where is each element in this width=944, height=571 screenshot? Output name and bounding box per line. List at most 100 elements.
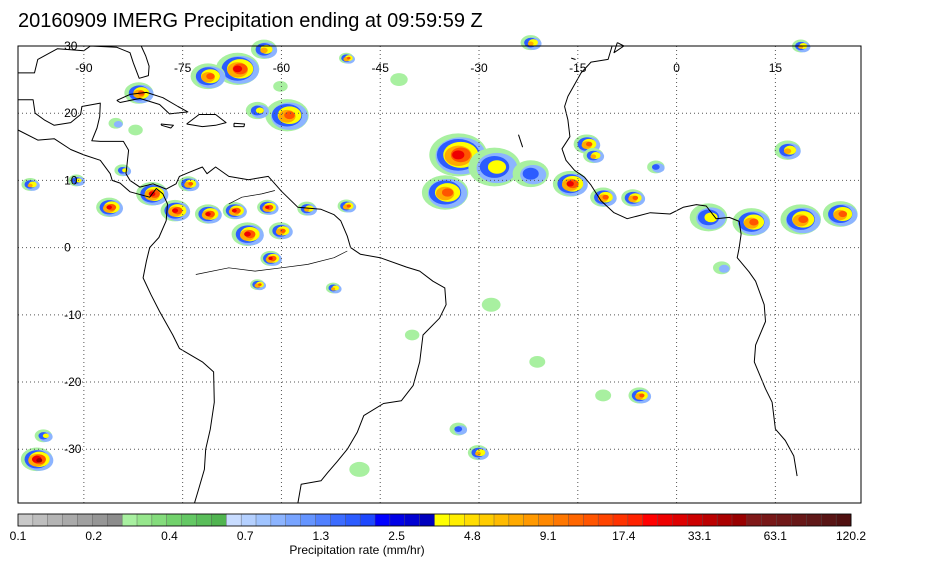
precip-cell bbox=[128, 124, 143, 136]
precip-cell bbox=[160, 199, 191, 222]
precip-cell bbox=[337, 199, 357, 213]
colorbar-swatch bbox=[776, 513, 793, 527]
precip-contour bbox=[586, 141, 593, 147]
colorbar-tick-label: 0.7 bbox=[237, 529, 254, 543]
precip-contour bbox=[718, 264, 730, 273]
precip-cell bbox=[689, 203, 728, 232]
colorbar-swatch bbox=[731, 513, 748, 527]
precip-cell bbox=[404, 329, 420, 341]
precip-contour bbox=[106, 205, 112, 210]
precip-cell bbox=[732, 208, 771, 237]
colorbar-swatch bbox=[553, 513, 569, 527]
colorbar-swatch bbox=[627, 513, 644, 527]
colorbar-swatch bbox=[374, 513, 391, 527]
precip-contour bbox=[273, 80, 288, 92]
colorbar-swatch bbox=[345, 513, 361, 527]
precip-contour bbox=[280, 228, 286, 233]
precip-cell bbox=[583, 148, 605, 164]
latitude-label: -20 bbox=[64, 375, 82, 389]
precip-cell bbox=[429, 133, 488, 177]
colorbar-swatch bbox=[404, 513, 421, 527]
precip-contour bbox=[487, 160, 507, 174]
longitude-label: 15 bbox=[769, 61, 783, 75]
colorbar-title: Precipitation rate (mm/hr) bbox=[289, 543, 424, 557]
precip-cell bbox=[96, 197, 124, 217]
precip-cell bbox=[780, 204, 822, 235]
colorbar-tick-label: 120.2 bbox=[836, 529, 866, 543]
precip-cell bbox=[621, 189, 646, 207]
coastline bbox=[18, 45, 150, 79]
colorbar-tick-label: 0.1 bbox=[10, 529, 27, 543]
longitude-label: -15 bbox=[569, 61, 587, 75]
coastline bbox=[186, 114, 227, 128]
colorbar-swatch bbox=[419, 513, 436, 527]
precip-cell bbox=[349, 461, 370, 477]
precip-cell bbox=[215, 52, 260, 85]
colorbar-swatch bbox=[687, 513, 703, 527]
precip-cell bbox=[590, 187, 617, 207]
latitude-label: 0 bbox=[64, 241, 71, 255]
colorbar-swatch bbox=[597, 513, 614, 527]
precip-contour bbox=[639, 393, 645, 398]
colorbar-swatch bbox=[702, 513, 718, 527]
precip-cell bbox=[481, 297, 501, 312]
precip-contour bbox=[749, 218, 759, 226]
precip-contour bbox=[42, 433, 49, 439]
latitude-label: -10 bbox=[64, 308, 82, 322]
precip-contour bbox=[590, 154, 597, 159]
precip-cell bbox=[20, 447, 54, 472]
colorbar-swatch bbox=[835, 513, 852, 527]
colorbar-swatch bbox=[17, 513, 34, 527]
precip-cell bbox=[68, 174, 86, 187]
longitude-label: -30 bbox=[470, 61, 488, 75]
precip-contour bbox=[527, 41, 534, 46]
colorbar-swatch bbox=[166, 513, 183, 527]
precip-contour bbox=[172, 208, 179, 213]
precip-cell bbox=[468, 147, 521, 187]
precip-cell bbox=[390, 73, 408, 87]
precip-cell bbox=[34, 429, 53, 443]
precip-contour bbox=[404, 329, 420, 341]
colorbar-swatch bbox=[493, 513, 510, 527]
colorbar-swatch bbox=[642, 513, 659, 527]
precip-contour bbox=[529, 355, 546, 368]
precip-cell bbox=[260, 250, 282, 266]
colorbar-swatch bbox=[300, 513, 317, 527]
precip-contour bbox=[602, 194, 609, 200]
graticule bbox=[18, 45, 861, 503]
colorbar-swatch bbox=[464, 513, 480, 527]
precip-contour bbox=[481, 297, 501, 312]
precip-cell bbox=[178, 176, 200, 192]
coastline bbox=[571, 57, 576, 60]
precip-cell bbox=[297, 201, 318, 216]
longitude-label: -90 bbox=[75, 61, 93, 75]
colorbar-tick-label: 2.5 bbox=[388, 529, 405, 543]
coastline bbox=[233, 122, 246, 128]
precip-cell bbox=[257, 199, 279, 215]
precip-cell bbox=[552, 170, 588, 197]
longitude-label: 0 bbox=[673, 61, 680, 75]
colorbar-swatch bbox=[121, 513, 138, 527]
precip-cell bbox=[250, 39, 278, 60]
precip-contour bbox=[454, 426, 463, 432]
colorbar-swatch bbox=[196, 513, 212, 527]
precip-cell bbox=[595, 389, 612, 402]
colorbar-swatch bbox=[508, 513, 525, 527]
precip-cell bbox=[108, 117, 124, 129]
colorbar-swatch bbox=[791, 513, 807, 527]
precip-cell bbox=[467, 445, 489, 461]
colorbar-swatch bbox=[151, 513, 168, 527]
precip-contour bbox=[255, 107, 264, 114]
colorbar-labels: 0.1 0.2 0.4 0.7 1.3 2.5 4.8 9.1 17.4 33.1 63.1 120.… bbox=[10, 529, 867, 543]
precip-cell bbox=[273, 80, 288, 92]
colorbar-swatch bbox=[77, 513, 93, 527]
latitude-label: 20 bbox=[64, 106, 78, 120]
latitude-labels: 30 20 10 0 -10 -20 -30 bbox=[64, 39, 82, 456]
colorbar-tick-label: 0.4 bbox=[161, 529, 178, 543]
precip-contour bbox=[331, 287, 336, 291]
precip-contour bbox=[27, 183, 33, 188]
colorbar-tick-label: 33.1 bbox=[688, 529, 712, 543]
precip-contour bbox=[390, 73, 408, 87]
precip-cell bbox=[245, 101, 269, 120]
precip-contour bbox=[268, 256, 273, 260]
